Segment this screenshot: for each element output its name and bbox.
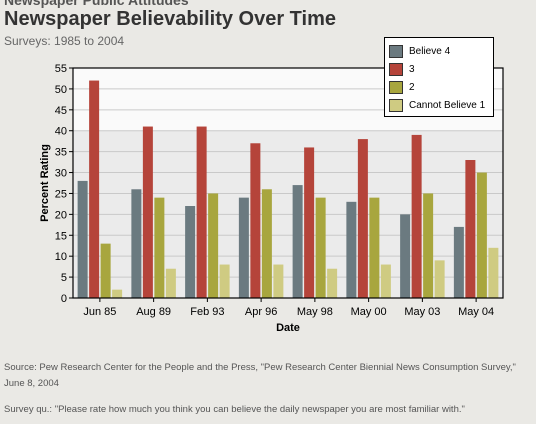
x-tick-label: Feb 93 <box>190 306 224 318</box>
bar <box>369 197 380 298</box>
x-tick-label: May 98 <box>297 306 333 318</box>
plot-frame <box>72 67 504 299</box>
bar <box>465 160 476 298</box>
survey-question-note: Survey qu.: "Please rate how much you th… <box>4 404 465 415</box>
y-tick-label: 40 <box>55 126 67 138</box>
bar <box>131 189 142 298</box>
legend-label: Believe 4 <box>409 45 451 57</box>
legend-label: Cannot Believe 1 <box>409 99 486 111</box>
chart-title: Newspaper Believability Over Time <box>4 8 337 30</box>
legend-swatch <box>389 44 403 58</box>
legend-label: 2 <box>409 81 415 93</box>
y-tick-label: 0 <box>61 293 67 305</box>
legend-swatch <box>389 80 403 94</box>
bar <box>142 126 153 298</box>
y-tick-label: 35 <box>55 147 67 159</box>
chart-supertitle: Newspaper Public Attitudes <box>4 0 189 8</box>
x-tick-label: Jun 85 <box>83 306 116 318</box>
y-tick-label: 5 <box>61 272 67 284</box>
y-tick-label: 55 <box>55 63 67 75</box>
bar <box>154 197 165 298</box>
bar <box>89 80 100 298</box>
y-tick-label: 25 <box>55 188 67 200</box>
y-tick-label: 10 <box>55 251 67 263</box>
bar <box>196 126 207 298</box>
bar <box>292 185 303 298</box>
x-tick-label: May 00 <box>351 306 387 318</box>
bar <box>346 201 357 298</box>
bar <box>327 268 338 298</box>
bar <box>315 197 326 298</box>
bar <box>238 197 249 298</box>
legend-item: 2 <box>389 78 489 96</box>
bar <box>411 134 422 298</box>
chart-subtitle: Surveys: 1985 to 2004 <box>4 34 125 48</box>
bar <box>165 268 176 298</box>
chart-legend: Believe 4 3 2 Cannot Believe 1 <box>384 37 494 117</box>
bar <box>112 289 123 298</box>
bar <box>250 143 261 298</box>
bar <box>100 243 111 298</box>
legend-item: 3 <box>389 60 489 78</box>
bar <box>423 193 434 298</box>
y-tick-label: 45 <box>55 105 67 117</box>
bar <box>357 139 368 298</box>
legend-item: Cannot Believe 1 <box>389 96 489 114</box>
y-tick-label: 30 <box>55 168 67 180</box>
y-tick-label: 20 <box>55 209 67 221</box>
x-axis-label: Date <box>276 322 300 334</box>
bar <box>261 189 272 298</box>
bar <box>476 172 487 298</box>
y-tick-label: 50 <box>55 84 67 96</box>
bar <box>434 260 445 298</box>
bar-chart: 0 5 10 15 20 25 30 35 40 45 50 55 Jun 85 Aug 89 Feb 93… <box>39 63 504 334</box>
bar <box>453 226 464 298</box>
source-note: Source: Pew Research Center for the Peop… <box>4 362 516 389</box>
legend-swatch <box>389 62 403 76</box>
bar <box>208 193 219 298</box>
legend-label: 3 <box>409 63 415 75</box>
bar <box>400 214 411 298</box>
bar <box>380 264 391 298</box>
x-tick-label: May 03 <box>404 306 440 318</box>
bar <box>219 264 230 298</box>
x-tick-label: Aug 89 <box>136 306 171 318</box>
legend-item: Believe 4 <box>389 42 489 60</box>
y-axis-label: Percent Rating <box>39 144 51 222</box>
legend-swatch <box>389 98 403 112</box>
bar <box>77 180 88 298</box>
y-tick-label: 15 <box>55 230 67 242</box>
x-tick-label: May 04 <box>458 306 494 318</box>
x-tick-label: Apr 96 <box>245 306 277 318</box>
bar <box>185 206 196 298</box>
bar <box>273 264 284 298</box>
bar <box>488 247 499 298</box>
bar <box>304 147 315 298</box>
